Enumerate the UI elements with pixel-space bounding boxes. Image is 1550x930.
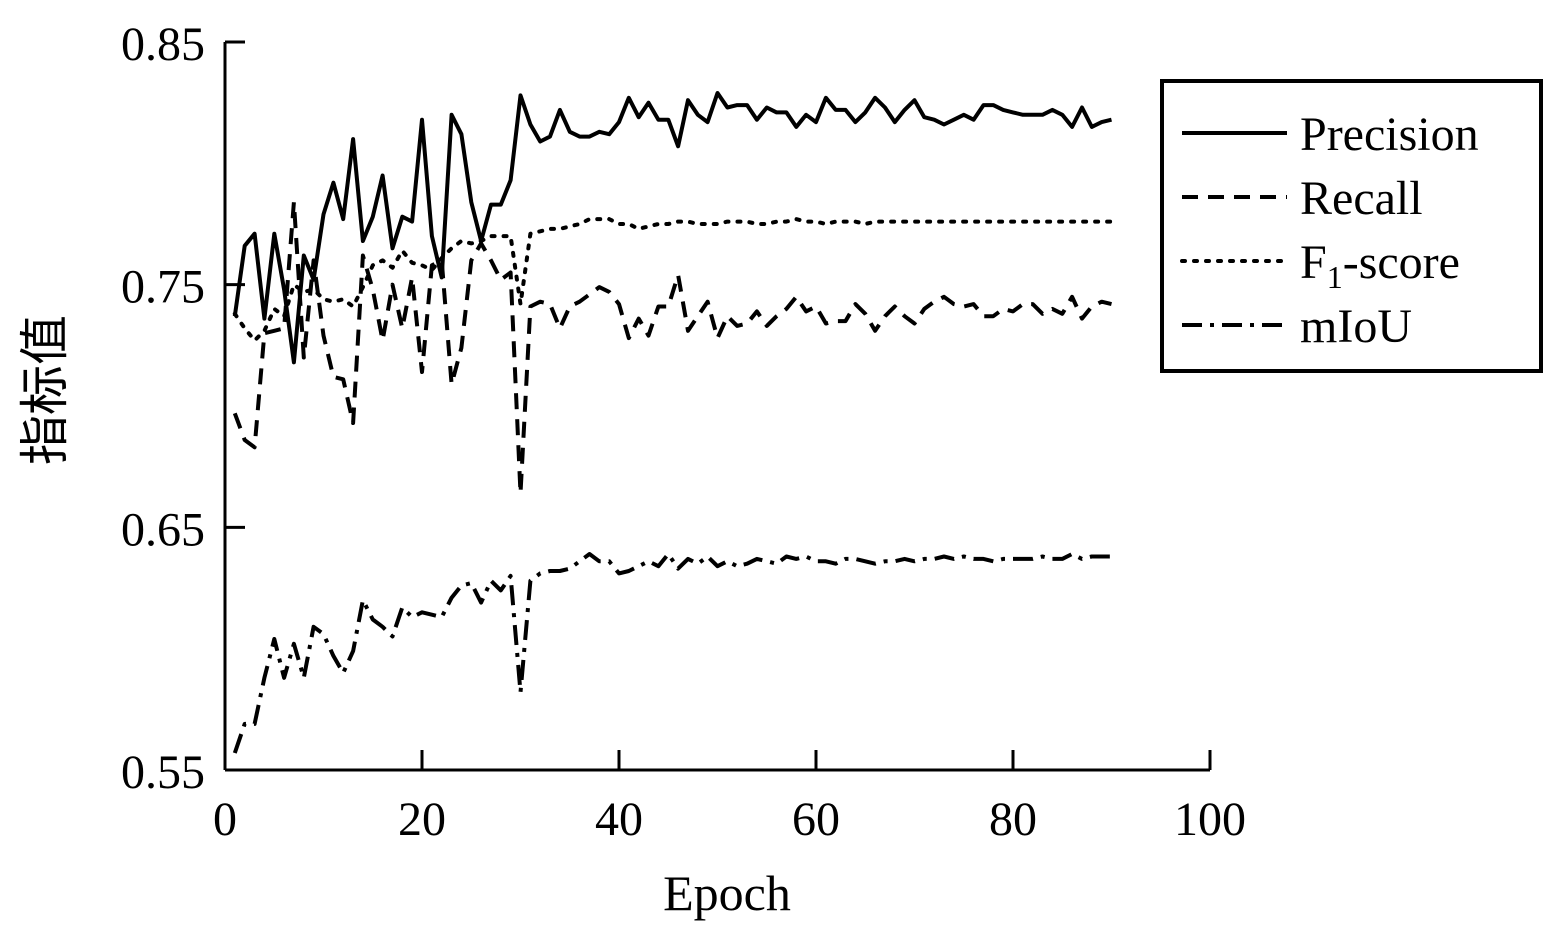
x-tick-label: 0: [213, 793, 237, 846]
y-axis-title: 指标值: [17, 315, 73, 465]
legend-label-text: Precision: [1300, 108, 1479, 161]
y-tick-label: 0.55: [121, 746, 205, 799]
y-tick-label: 0.65: [121, 503, 205, 556]
x-tick-label: 100: [1174, 793, 1246, 846]
series-line-0: [232, 91, 1112, 365]
legend-label: Recall: [1300, 172, 1423, 225]
series-line-2: [232, 217, 1114, 343]
axes: [223, 42, 1210, 772]
x-tick-label: 40: [595, 793, 643, 846]
x-tick-label: 60: [792, 793, 840, 846]
legend-label-text: F: [1300, 236, 1327, 289]
legend-label: mIoU: [1300, 300, 1412, 353]
ticks: 0 20 40 60 80 100 0.55 0.65 0.75 0.85: [121, 18, 1246, 846]
legend-box: [1160, 79, 1543, 373]
series-line-3: [232, 552, 1112, 754]
series-group: [232, 91, 1114, 754]
x-axis-title: Epoch: [663, 865, 791, 921]
legend-label-suffix: -score: [1343, 236, 1460, 289]
y-tick-label: 0.85: [121, 18, 205, 71]
legend-label-text: Recall: [1300, 172, 1423, 225]
legend-label-text: mIoU: [1300, 300, 1412, 353]
y-tick-label: 0.75: [121, 261, 205, 314]
x-tick-label: 80: [989, 793, 1037, 846]
legend-label-subscript: 1: [1327, 259, 1343, 295]
x-tick-label: 20: [398, 793, 446, 846]
series-line-1: [232, 200, 1112, 496]
legend-label: F1-score: [1300, 236, 1460, 295]
legend-label: Precision: [1300, 108, 1479, 161]
